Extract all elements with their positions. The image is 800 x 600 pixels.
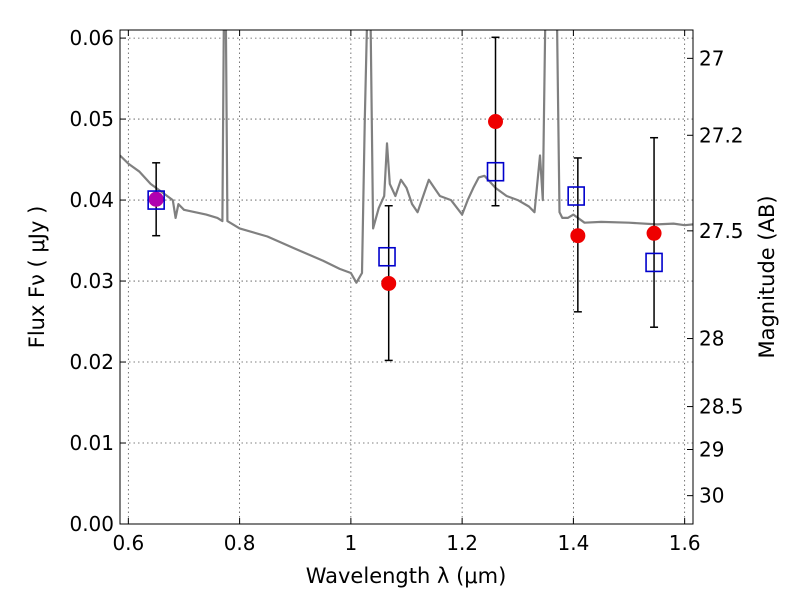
observed-point (381, 275, 397, 291)
y-tick-label: 0.01 (69, 431, 114, 455)
right-tick-label: 27 (699, 46, 724, 70)
y-tick-label: 0.00 (69, 512, 114, 536)
spectrum-line (120, 30, 693, 284)
x-tick-label: 0.6 (112, 531, 144, 555)
y-axis: 0.00 0.01 0.02 0.03 0.04 0.05 0.06 (69, 26, 126, 536)
y-tick-label: 0.03 (69, 269, 114, 293)
x-tick-label: 0.8 (224, 531, 256, 555)
right-tick-label: 29 (699, 437, 724, 461)
y-tick-label: 0.04 (69, 188, 114, 212)
right-tick-label: 28 (699, 327, 724, 351)
model-point (567, 186, 585, 206)
x-tick-label: 1.2 (446, 531, 478, 555)
y-tick-label: 0.02 (69, 350, 114, 374)
grid (120, 30, 693, 525)
x-axis-label: Wavelength λ (μm) (306, 564, 507, 588)
model-point (486, 161, 505, 182)
right-axis: 27 27.2 27.5 28 28.5 29 30 (687, 46, 744, 508)
x-tick-label: 1 (345, 531, 358, 555)
y-tick-label: 0.05 (69, 107, 114, 131)
plot-frame (119, 29, 694, 525)
marker-layer (147, 114, 663, 291)
model-point (645, 252, 663, 273)
observed-point (488, 114, 504, 130)
x-tick-label: 1.6 (669, 531, 701, 555)
y-tick-label: 0.06 (69, 26, 114, 50)
model-point (147, 190, 165, 210)
x-tick-label: 1.4 (557, 531, 589, 555)
right-tick-label: 27.5 (699, 219, 744, 243)
right-tick-label: 27.2 (699, 123, 744, 147)
right-tick-label: 30 (699, 484, 724, 508)
y-axis-label: Flux Fν ( μJy ) (25, 206, 49, 349)
right-axis-label: Magnitude (AB) (755, 195, 779, 358)
right-tick-label: 28.5 (699, 395, 744, 419)
model-point (378, 246, 396, 267)
x-axis: 0.6 0.8 1 1.2 1.4 1.6 (112, 30, 701, 555)
observed-point (646, 225, 662, 241)
observed-point (570, 228, 586, 244)
spectrum-layer (120, 30, 693, 284)
observed-point-highlight (148, 191, 164, 207)
